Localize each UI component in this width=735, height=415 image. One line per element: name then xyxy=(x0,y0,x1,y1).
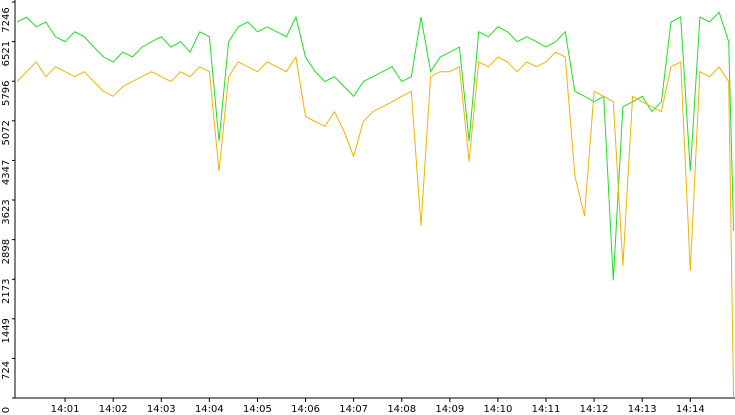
y-tick-label: 7246 xyxy=(1,7,12,32)
y-tick-label: 2173 xyxy=(1,279,12,304)
y-tick-label: 2898 xyxy=(1,239,12,264)
x-tick-label: 14:05 xyxy=(243,404,272,415)
series-line xyxy=(16,11,735,281)
x-tick-label: 14:12 xyxy=(580,404,609,415)
y-tick-label: 5796 xyxy=(1,81,12,106)
y-tick-label: 0 xyxy=(1,407,12,413)
x-tick-label: 14:13 xyxy=(628,404,657,415)
y-tick-label: 6521 xyxy=(1,41,12,66)
x-tick-label: 14:11 xyxy=(532,404,561,415)
x-tick-label: 14:04 xyxy=(195,404,224,415)
y-tick-label: 3623 xyxy=(1,199,12,224)
x-tick-label: 14:07 xyxy=(339,404,368,415)
x-tick-label: 14:02 xyxy=(99,404,128,415)
y-tick-label: 1449 xyxy=(1,318,12,343)
x-tick-label: 14:08 xyxy=(387,404,416,415)
y-tick-label: 724 xyxy=(1,361,12,380)
x-tick-label: 14:14 xyxy=(676,404,705,415)
x-tick-label: 14:03 xyxy=(147,404,176,415)
x-tick-label: 14:01 xyxy=(51,404,80,415)
series-line xyxy=(16,51,735,399)
x-tick-label: 14:09 xyxy=(435,404,464,415)
y-tick-label: 4347 xyxy=(1,160,12,185)
x-tick-label: 14:06 xyxy=(291,404,320,415)
y-tick-label: 5072 xyxy=(1,120,12,145)
x-tick-label: 14:10 xyxy=(483,404,512,415)
